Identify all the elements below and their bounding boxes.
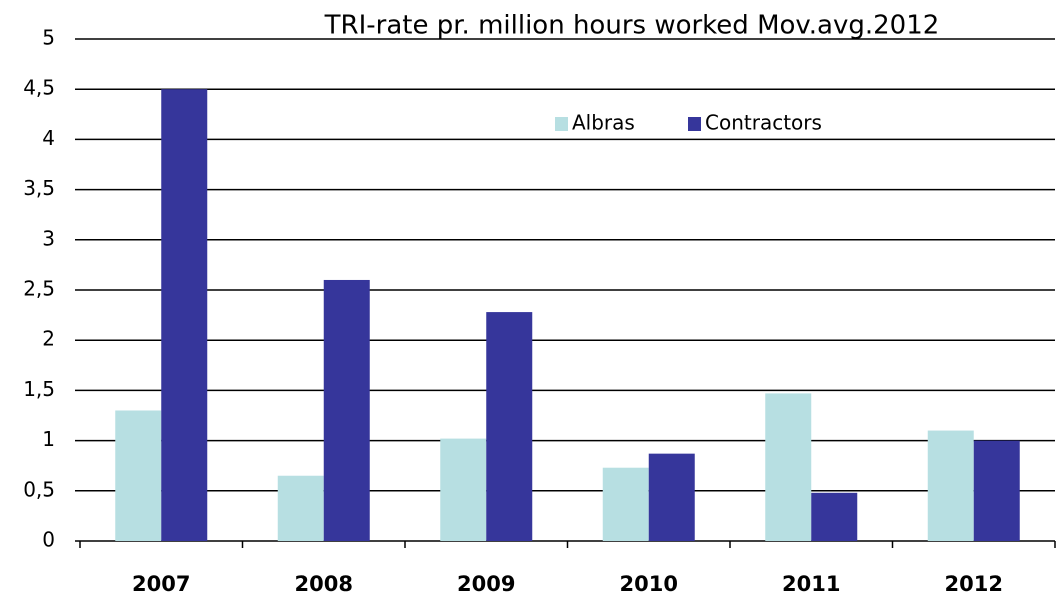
y-tick-label: 3: [42, 226, 55, 250]
bar: [323, 279, 370, 541]
bar: [602, 467, 649, 541]
x-tick-label: 2008: [295, 572, 353, 596]
y-tick-label: 2,5: [23, 277, 55, 301]
y-tick-label: 0: [42, 528, 55, 552]
x-tick-label: 2012: [945, 572, 1003, 596]
y-tick-label: 2: [42, 327, 55, 351]
legend-swatch: [688, 117, 701, 131]
y-tick-label: 1: [42, 427, 55, 451]
legend-label: Contractors: [705, 111, 822, 135]
y-tick-label: 5: [42, 26, 55, 50]
bar: [161, 89, 208, 541]
x-tick-label: 2010: [620, 572, 678, 596]
x-tick-label: 2009: [457, 572, 515, 596]
y-tick-label: 1,5: [23, 377, 55, 401]
bar: [486, 312, 533, 541]
bar: [277, 475, 324, 541]
legend-swatch: [555, 117, 568, 131]
bar: [765, 393, 812, 541]
bar: [648, 453, 695, 541]
x-tick-label: 2007: [132, 572, 190, 596]
y-tick-label: 3,5: [23, 176, 55, 200]
bar: [115, 410, 162, 541]
x-tick-label: 2011: [782, 572, 840, 596]
bar: [973, 440, 1020, 541]
y-tick-label: 4,5: [23, 76, 55, 100]
y-tick-label: 4: [42, 126, 55, 150]
legend-label: Albras: [572, 111, 635, 135]
bar: [440, 438, 487, 541]
chart-title: TRI-rate pr. million hours worked Mov.av…: [324, 11, 940, 41]
bar: [811, 492, 858, 541]
y-tick-label: 0,5: [23, 477, 55, 501]
bar: [927, 430, 974, 541]
